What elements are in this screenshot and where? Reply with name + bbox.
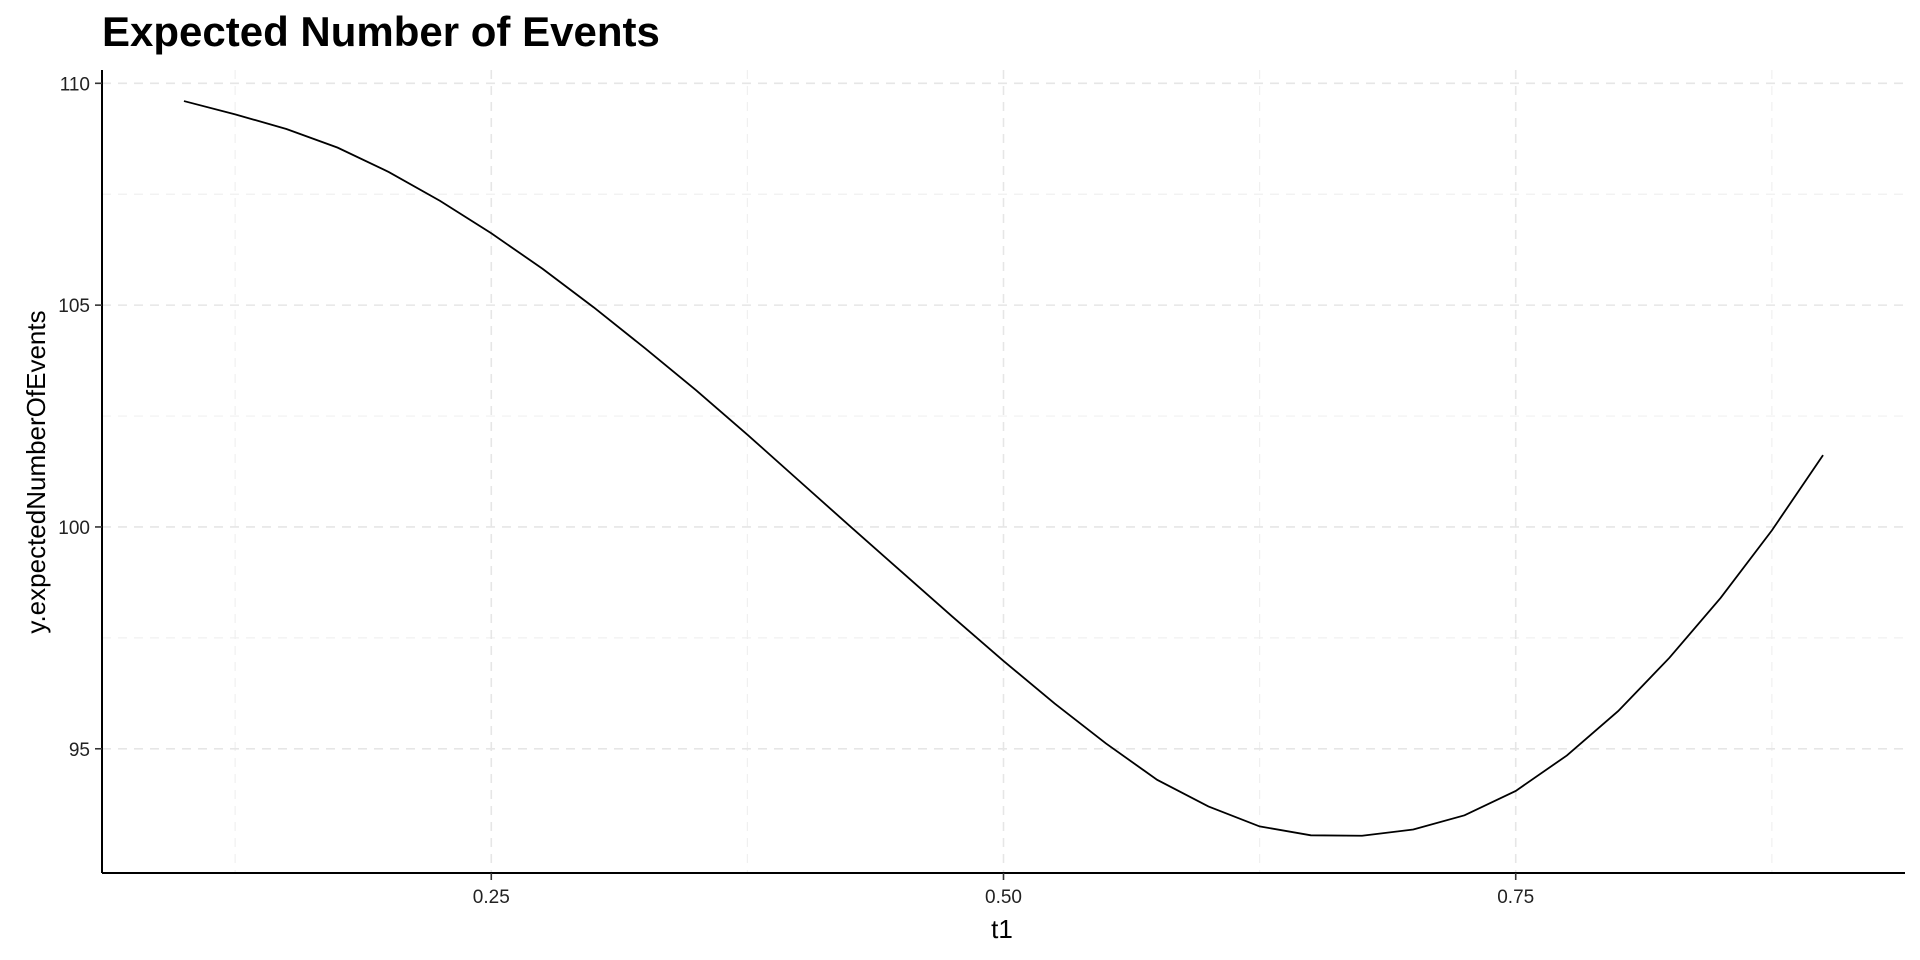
series-layer (183, 100, 1824, 837)
grid (102, 70, 1905, 873)
x-tick-label: 0.25 (473, 887, 510, 908)
y-axis-title: y.expectedNumberOfEvents (21, 310, 51, 633)
tick-layer: 0.25 0.50 0.75 95 100 105 110 (58, 74, 1534, 908)
x-axis-title: t1 (991, 914, 1013, 944)
x-tick-label: 0.75 (1497, 887, 1534, 908)
y-tick-label: 105 (58, 296, 90, 317)
y-tick-label: 100 (58, 518, 90, 539)
series-line (183, 100, 1824, 837)
y-tick-label: 95 (69, 740, 90, 761)
chart-title: Expected Number of Events (102, 8, 660, 55)
x-tick-label: 0.50 (985, 887, 1022, 908)
y-tick-label: 110 (60, 74, 90, 95)
